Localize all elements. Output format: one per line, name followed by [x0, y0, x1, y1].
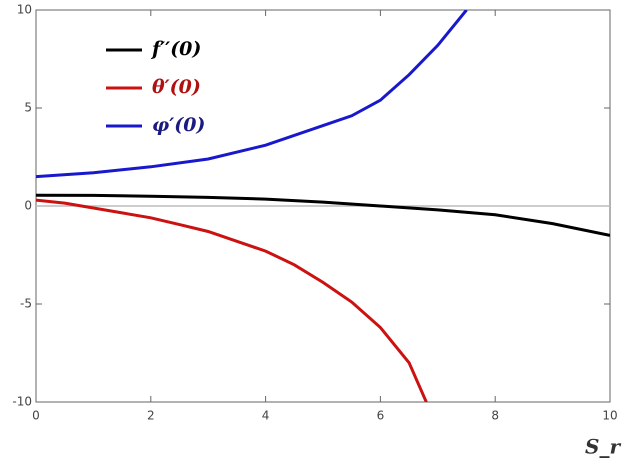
x-tick-label: 2	[147, 409, 155, 423]
y-tick-label: -10	[12, 395, 32, 409]
x-tick-label: 6	[377, 409, 385, 423]
y-tick-label: 5	[24, 101, 32, 115]
series-line	[36, 10, 468, 179]
legend-label: f′′(0)	[150, 38, 201, 60]
series-line	[36, 193, 610, 237]
x-tick-label: 4	[262, 409, 270, 423]
x-axis-label: S_r	[585, 435, 621, 459]
x-tick-label: 10	[602, 409, 617, 423]
y-tick-label: 10	[17, 3, 32, 17]
x-tick-label: 8	[491, 409, 499, 423]
y-tick-label: -5	[20, 297, 32, 311]
legend-label: φ′(0)	[152, 114, 205, 136]
plot-area	[36, 10, 610, 402]
series-line	[36, 198, 428, 402]
y-tick-label: 0	[24, 199, 32, 213]
x-tick-label: 0	[32, 409, 40, 423]
legend-label: θ′(0)	[152, 76, 201, 98]
